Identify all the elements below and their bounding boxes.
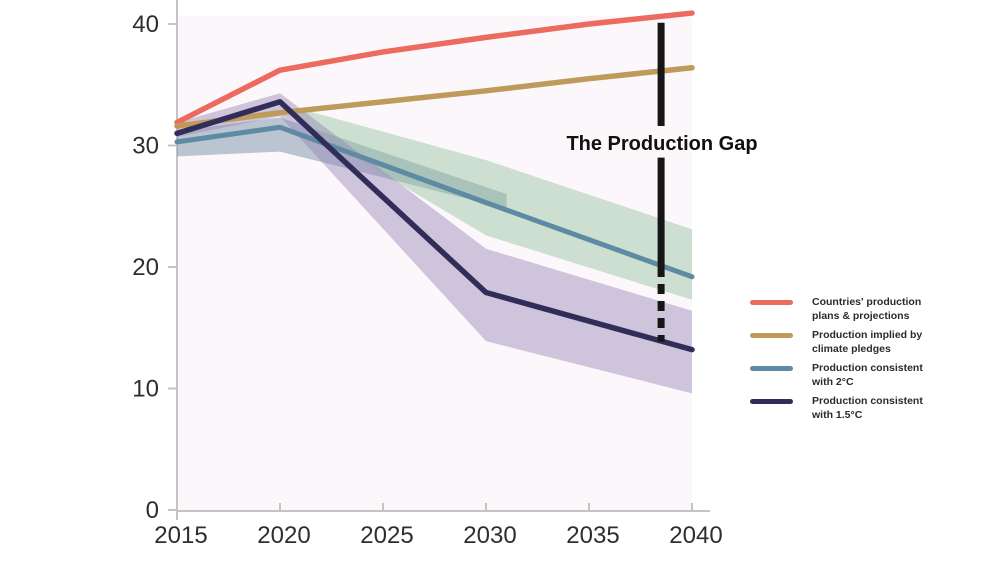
- legend-swatch-icon: [750, 399, 793, 404]
- legend-label: Production consistent with 1.5°C: [812, 395, 923, 422]
- legend-swatch-icon: [750, 366, 793, 371]
- legend-label-line2: climate pledges: [812, 342, 891, 355]
- production-gap-label: The Production Gap: [566, 133, 757, 155]
- x-tick-label: 2015: [154, 522, 207, 549]
- legend-label-line2: with 1.5°C: [812, 408, 863, 421]
- legend-label-line1: Production consistent: [812, 395, 923, 407]
- series-line: [174, 99, 695, 353]
- y-tick-label: 10: [132, 376, 159, 403]
- series-line: [174, 124, 695, 280]
- x-tick-label: 2025: [360, 522, 413, 549]
- series-line: [174, 64, 695, 129]
- series-line: [174, 10, 695, 126]
- legend-item-3: Production consistent with 1.5°C: [750, 395, 960, 422]
- y-tick-label: 40: [132, 11, 159, 38]
- legend-label: Production implied by climate pledges: [812, 329, 922, 356]
- y-tick-label: 0: [146, 497, 159, 524]
- legend-label-line1: Production consistent: [812, 362, 923, 374]
- legend-item-2: Production consistent with 2°C: [750, 362, 960, 389]
- legend-item-1: Production implied by climate pledges: [750, 329, 960, 356]
- x-tick-label: 2040: [669, 522, 722, 549]
- x-tick-label: 2020: [257, 522, 310, 549]
- chart-legend: Countries' production plans & projections…: [750, 296, 960, 428]
- legend-swatch-icon: [750, 333, 793, 338]
- legend-label-line1: Countries' production: [812, 296, 922, 308]
- legend-label-line2: with 2°C: [812, 375, 854, 388]
- legend-label-line2: plans & projections: [812, 309, 910, 322]
- x-tick-label: 2030: [463, 522, 516, 549]
- x-tick-label: 2035: [566, 522, 619, 549]
- y-tick-label: 30: [132, 133, 159, 160]
- legend-swatch-icon: [750, 300, 793, 305]
- band-2C-pathway-range-near-term: [177, 117, 507, 209]
- y-tick-label: 20: [132, 254, 159, 281]
- legend-label-line1: Production implied by: [812, 329, 923, 341]
- legend-label: Countries' production plans & projections: [812, 296, 921, 323]
- legend-label: Production consistent with 2°C: [812, 362, 923, 389]
- legend-item-0: Countries' production plans & projections: [750, 296, 960, 323]
